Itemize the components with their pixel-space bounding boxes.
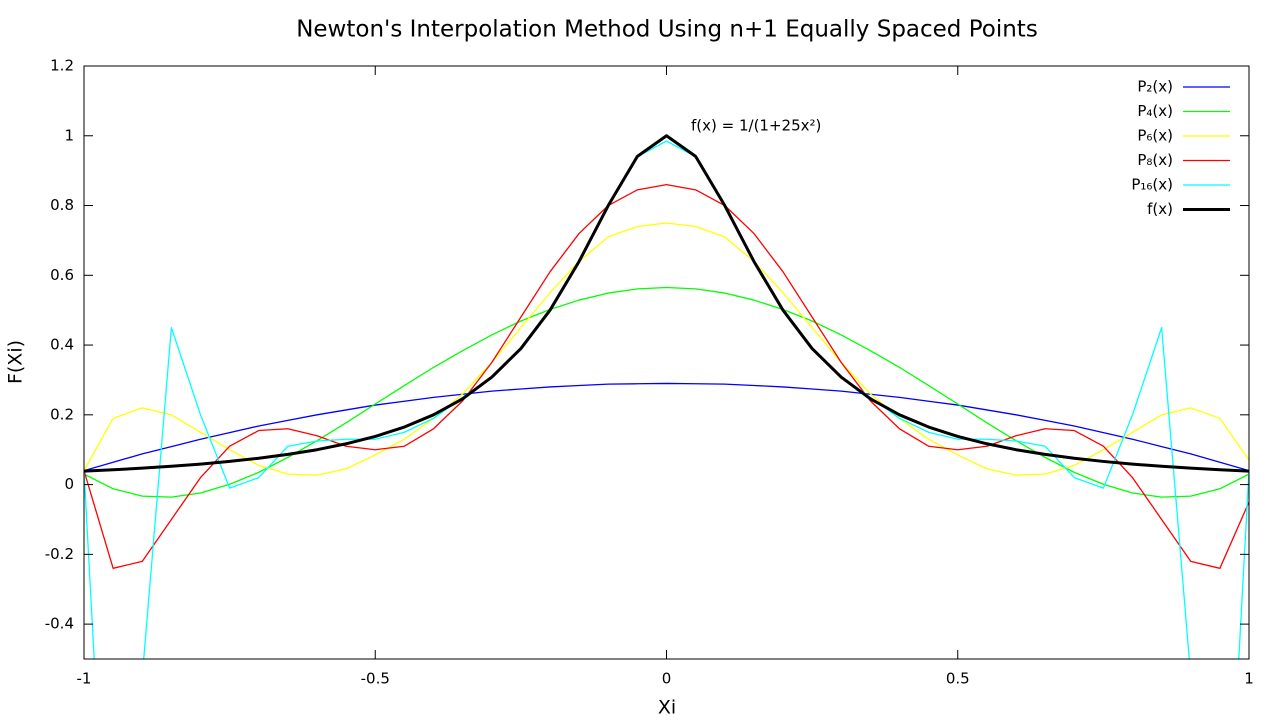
- chart-title: Newton's Interpolation Method Using n+1 …: [296, 17, 1038, 43]
- annotation: f(x) = 1/(1+25x²): [691, 117, 821, 135]
- plot-frame: [83, 65, 1250, 660]
- y-tick-label: 1.2: [50, 57, 74, 75]
- series-line: [84, 183, 1249, 569]
- y-tick-label: 1: [64, 126, 74, 144]
- y-tick-label: 0.2: [50, 405, 74, 423]
- y-tick-label: 0.8: [50, 196, 74, 214]
- x-tick-label: 0.5: [946, 670, 970, 688]
- legend-label: P₈(x): [1137, 151, 1173, 169]
- series-line: [84, 222, 1249, 476]
- x-tick-label: 0: [662, 670, 672, 688]
- x-tick-label: 1: [1244, 670, 1254, 688]
- y-tick-label: -0.4: [45, 615, 74, 633]
- legend-label: P₄(x): [1137, 102, 1173, 120]
- series-line: [84, 286, 1249, 498]
- legend-label: P₂(x): [1137, 78, 1173, 96]
- y-axis-title: F(Xi): [5, 340, 27, 384]
- y-tick-label: 0.6: [50, 266, 74, 284]
- y-tick-label: 0.4: [50, 336, 74, 354]
- legend-label: P₁₆(x): [1131, 176, 1173, 194]
- x-tick-label: -0.5: [361, 670, 390, 688]
- legend-label: f(x): [1147, 200, 1173, 218]
- legend-label: P₆(x): [1137, 127, 1173, 145]
- plot-area: [84, 134, 1249, 659]
- x-axis-title: Xi: [658, 697, 676, 719]
- y-tick-label: 0: [64, 475, 74, 493]
- x-tick-label: -1: [77, 670, 92, 688]
- series-line: [84, 382, 1249, 472]
- series-line: [84, 134, 1249, 473]
- y-tick-label: -0.2: [45, 545, 74, 563]
